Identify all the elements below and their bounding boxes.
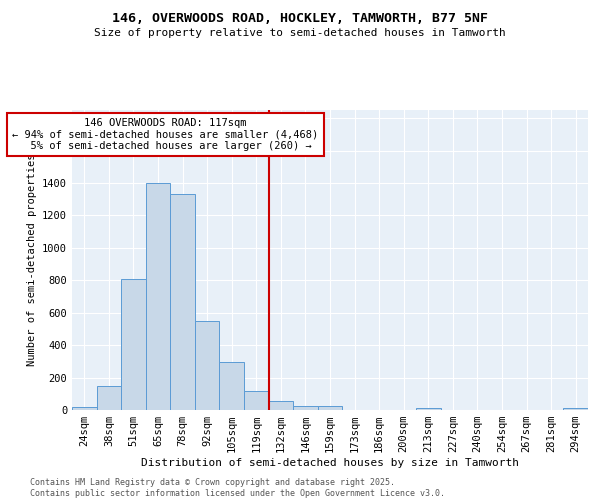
Bar xyxy=(563,408,588,410)
X-axis label: Distribution of semi-detached houses by size in Tamworth: Distribution of semi-detached houses by … xyxy=(141,458,519,468)
Bar xyxy=(318,406,342,410)
Bar xyxy=(269,401,293,410)
Bar xyxy=(195,321,220,410)
Bar xyxy=(293,406,318,410)
Y-axis label: Number of semi-detached properties: Number of semi-detached properties xyxy=(26,154,37,366)
Bar xyxy=(170,194,195,410)
Bar xyxy=(220,362,244,410)
Text: 146 OVERWOODS ROAD: 117sqm
← 94% of semi-detached houses are smaller (4,468)
  5: 146 OVERWOODS ROAD: 117sqm ← 94% of semi… xyxy=(12,118,319,151)
Text: Contains HM Land Registry data © Crown copyright and database right 2025.
Contai: Contains HM Land Registry data © Crown c… xyxy=(30,478,445,498)
Text: Size of property relative to semi-detached houses in Tamworth: Size of property relative to semi-detach… xyxy=(94,28,506,38)
Text: 146, OVERWOODS ROAD, HOCKLEY, TAMWORTH, B77 5NF: 146, OVERWOODS ROAD, HOCKLEY, TAMWORTH, … xyxy=(112,12,488,26)
Bar xyxy=(244,390,269,410)
Bar xyxy=(97,386,121,410)
Bar xyxy=(72,407,97,410)
Bar xyxy=(146,183,170,410)
Bar xyxy=(121,278,146,410)
Bar xyxy=(416,408,440,410)
